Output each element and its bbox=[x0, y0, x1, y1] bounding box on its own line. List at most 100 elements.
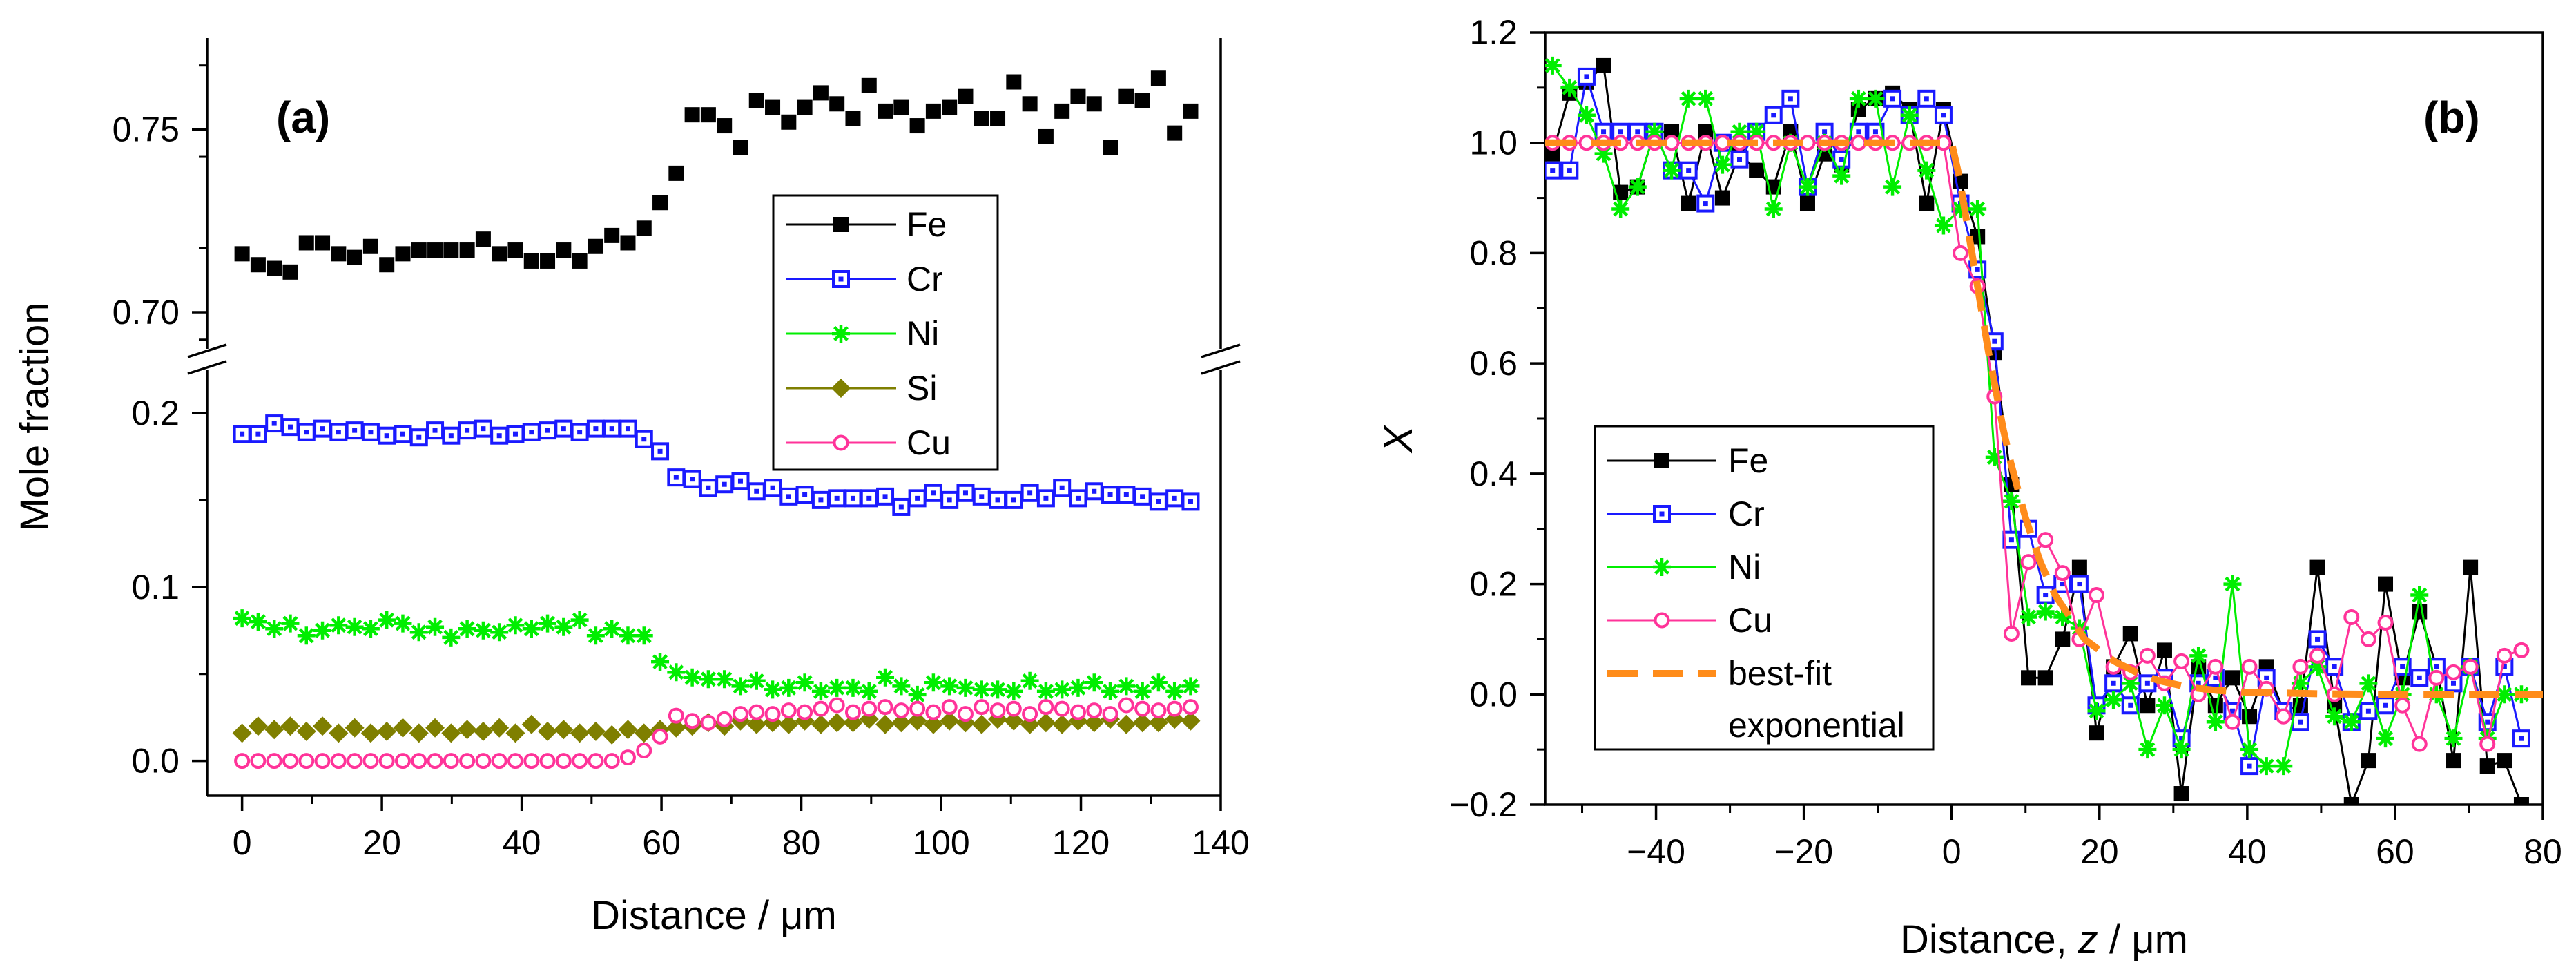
point-fe bbox=[1134, 93, 1150, 108]
point-ni bbox=[490, 623, 509, 642]
point-cr bbox=[635, 430, 653, 448]
point-fe bbox=[1086, 96, 1102, 112]
point-ni bbox=[2020, 608, 2038, 626]
point-ni bbox=[554, 617, 573, 636]
point-cu bbox=[1005, 700, 1022, 717]
point-si bbox=[634, 723, 654, 743]
point-si bbox=[1004, 711, 1024, 731]
point-fe bbox=[2071, 559, 2087, 575]
chart-a-axes: 0.70 0.75 0.0 0.1 0.2 0 20 40 60 80 100 120 140 Dista… bbox=[12, 38, 1250, 938]
point-fe bbox=[1919, 195, 1935, 211]
legend-marker bbox=[1653, 505, 1671, 523]
point-cr bbox=[2359, 702, 2378, 720]
x-axis-title: Distance / μm bbox=[591, 893, 837, 938]
point-ni bbox=[603, 620, 621, 638]
point-cu bbox=[2343, 609, 2360, 625]
point-cr bbox=[731, 472, 750, 490]
point-ni bbox=[2104, 691, 2123, 709]
point-cr bbox=[795, 486, 814, 504]
point-cr bbox=[651, 442, 670, 461]
chart-a: 0.70 0.75 0.0 0.1 0.2 0 20 40 60 80 100 120 140 Dista… bbox=[12, 38, 1250, 938]
legend-label: Fe bbox=[907, 205, 947, 244]
point-cr bbox=[811, 490, 830, 509]
point-fe bbox=[878, 103, 893, 119]
point-cr bbox=[313, 419, 332, 438]
legend-marker bbox=[1654, 612, 1670, 629]
point-fe bbox=[2156, 642, 2172, 658]
legend-label: Cu bbox=[1728, 601, 1772, 640]
point-fe bbox=[1118, 88, 1134, 104]
point-ni bbox=[651, 653, 670, 671]
point-cu bbox=[347, 753, 363, 769]
point-cr bbox=[1069, 489, 1087, 508]
point-fe bbox=[717, 118, 733, 134]
point-cr bbox=[1696, 194, 1715, 213]
point-fe bbox=[700, 107, 716, 123]
point-fe bbox=[362, 238, 378, 254]
point-ni bbox=[1628, 178, 1647, 196]
point-ni bbox=[1849, 89, 1868, 108]
point-ni bbox=[1611, 200, 1630, 218]
point-si bbox=[425, 718, 445, 738]
point-ni bbox=[2291, 674, 2309, 693]
point-ni bbox=[2189, 647, 2208, 665]
point-cu bbox=[957, 706, 974, 722]
legend-b: Fe Cr Ni Cu best-fit exponential bbox=[1594, 425, 1935, 751]
series-fe bbox=[234, 70, 1199, 280]
point-cu bbox=[925, 704, 942, 720]
point-cr bbox=[1934, 106, 1953, 124]
point-ni bbox=[2444, 729, 2463, 748]
point-cu bbox=[2479, 736, 2496, 752]
point-cr bbox=[747, 482, 766, 501]
point-ni bbox=[442, 628, 461, 647]
point-ni bbox=[281, 614, 300, 633]
point-ni bbox=[635, 626, 653, 645]
point-fe bbox=[893, 99, 909, 115]
point-ni bbox=[860, 682, 878, 700]
point-cu bbox=[1102, 706, 1118, 722]
point-cr bbox=[2036, 586, 2055, 604]
point-si bbox=[313, 716, 333, 736]
y-tick-label: 0.2 bbox=[131, 394, 180, 432]
point-fe bbox=[2513, 797, 2529, 805]
point-cr bbox=[603, 419, 621, 438]
point-ni bbox=[972, 680, 991, 699]
point-fe bbox=[2021, 670, 2037, 686]
point-cr bbox=[667, 468, 686, 487]
point-ni bbox=[908, 685, 927, 704]
point-cr bbox=[1560, 161, 1579, 180]
y-tick-label: 0.0 bbox=[131, 742, 180, 781]
point-cu bbox=[2207, 658, 2224, 675]
point-ni bbox=[989, 680, 1007, 699]
point-si bbox=[329, 723, 349, 743]
point-cu bbox=[1069, 704, 1086, 720]
point-cr bbox=[249, 425, 267, 443]
point-ni bbox=[1866, 89, 1885, 108]
point-si bbox=[473, 721, 493, 741]
point-cu bbox=[330, 753, 347, 769]
point-si bbox=[923, 714, 943, 734]
point-cu bbox=[2054, 565, 2071, 582]
point-cr bbox=[1117, 486, 1136, 504]
legend-entry-fe: Fe bbox=[1607, 441, 1768, 480]
point-ni bbox=[2206, 713, 2225, 731]
point-fe bbox=[620, 235, 636, 251]
point-cu bbox=[813, 700, 829, 717]
point-cr bbox=[281, 418, 300, 437]
point-ni bbox=[1645, 122, 1664, 141]
point-cu bbox=[2003, 625, 2020, 642]
point-cu bbox=[2394, 697, 2411, 714]
point-fe bbox=[1150, 70, 1166, 86]
point-fe bbox=[829, 96, 845, 112]
point-ni bbox=[1545, 56, 1562, 75]
point-si bbox=[490, 718, 510, 738]
x-tick-label: 0 bbox=[1942, 832, 1962, 871]
point-cu bbox=[1953, 245, 1969, 261]
point-cu bbox=[909, 700, 926, 717]
point-fe bbox=[2225, 670, 2240, 686]
point-ni bbox=[2308, 658, 2327, 676]
legend-label: Fe bbox=[1728, 441, 1768, 480]
point-cr bbox=[1594, 122, 1613, 141]
point-cu bbox=[427, 753, 443, 769]
series-ni bbox=[233, 609, 1200, 704]
